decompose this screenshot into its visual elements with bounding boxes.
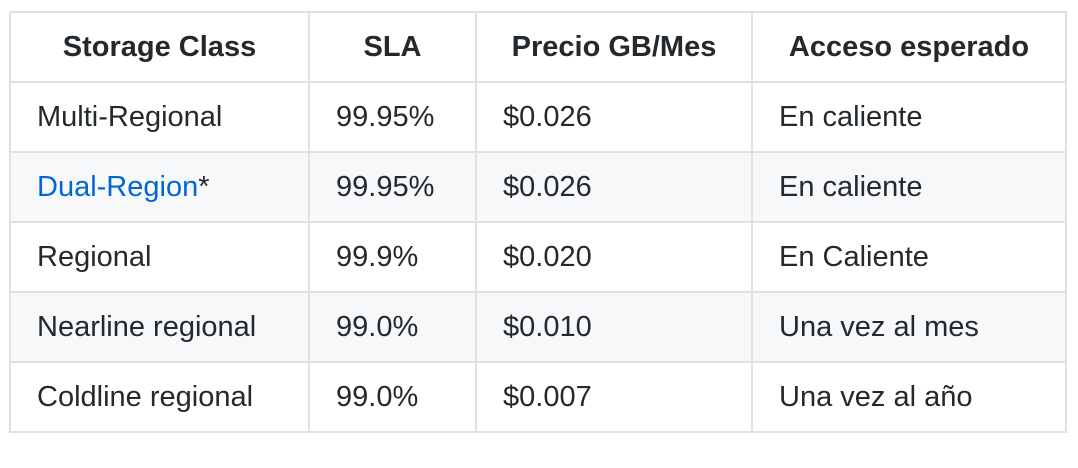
storage-pricing-table-container: Storage Class SLA Precio GB/Mes Acceso e… bbox=[9, 11, 1067, 433]
header-sla: SLA bbox=[308, 11, 477, 83]
cell-storage-class: Multi-Regional bbox=[9, 81, 310, 153]
cell-price: $0.010 bbox=[475, 291, 753, 363]
cell-access: En Caliente bbox=[751, 221, 1067, 293]
table-header: Storage Class SLA Precio GB/Mes Acceso e… bbox=[9, 11, 1067, 83]
cell-access: En caliente bbox=[751, 81, 1067, 153]
cell-sla: 99.9% bbox=[308, 221, 477, 293]
cell-access: Una vez al año bbox=[751, 361, 1067, 433]
storage-pricing-table: Storage Class SLA Precio GB/Mes Acceso e… bbox=[9, 11, 1067, 433]
cell-price: $0.026 bbox=[475, 81, 753, 153]
header-access: Acceso esperado bbox=[751, 11, 1067, 83]
cell-sla: 99.95% bbox=[308, 81, 477, 153]
cell-storage-class: Dual-Region* bbox=[9, 151, 310, 223]
cell-price: $0.020 bbox=[475, 221, 753, 293]
dual-region-link[interactable]: Dual-Region bbox=[37, 171, 199, 203]
cell-sla: 99.95% bbox=[308, 151, 477, 223]
cell-price: $0.007 bbox=[475, 361, 753, 433]
table-row: Nearline regional 99.0% $0.010 Una vez a… bbox=[9, 291, 1067, 363]
cell-storage-class: Coldline regional bbox=[9, 361, 310, 433]
cell-price: $0.026 bbox=[475, 151, 753, 223]
cell-sla: 99.0% bbox=[308, 291, 477, 363]
footnote-asterisk: * bbox=[198, 171, 210, 203]
table-row: Multi-Regional 99.95% $0.026 En caliente bbox=[9, 81, 1067, 153]
header-storage-class: Storage Class bbox=[9, 11, 310, 83]
cell-storage-class: Nearline regional bbox=[9, 291, 310, 363]
cell-sla: 99.0% bbox=[308, 361, 477, 433]
cell-access: En caliente bbox=[751, 151, 1067, 223]
cell-access: Una vez al mes bbox=[751, 291, 1067, 363]
header-row: Storage Class SLA Precio GB/Mes Acceso e… bbox=[9, 11, 1067, 83]
header-price: Precio GB/Mes bbox=[475, 11, 753, 83]
table-body: Multi-Regional 99.95% $0.026 En caliente… bbox=[9, 81, 1067, 433]
table-row: Regional 99.9% $0.020 En Caliente bbox=[9, 221, 1067, 293]
table-row: Dual-Region* 99.95% $0.026 En caliente bbox=[9, 151, 1067, 223]
table-row: Coldline regional 99.0% $0.007 Una vez a… bbox=[9, 361, 1067, 433]
cell-storage-class: Regional bbox=[9, 221, 310, 293]
